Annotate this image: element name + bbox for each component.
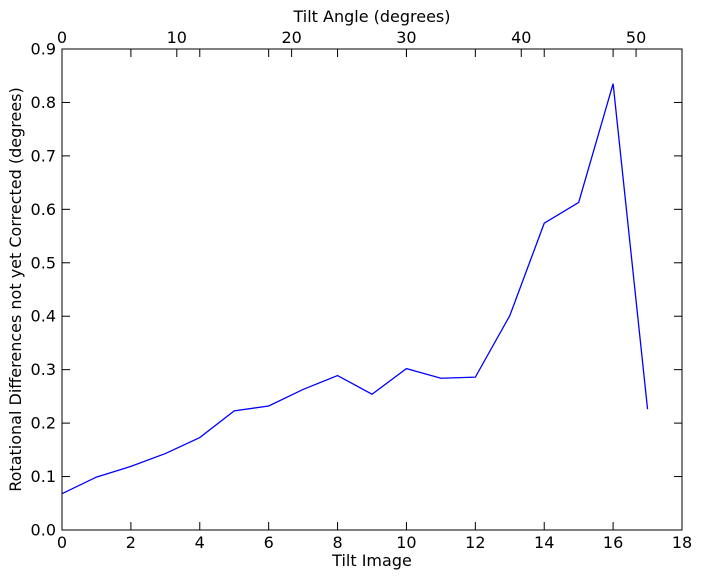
top-tick-label: 20 — [281, 28, 301, 47]
x-tick-label: 16 — [603, 533, 623, 552]
y-tick-label: 0.9 — [31, 40, 56, 59]
top-tick-label: 30 — [396, 28, 416, 47]
x-tick-label: 12 — [465, 533, 485, 552]
x-axis-title: Tilt Image — [331, 551, 412, 570]
top-tick-label: 10 — [167, 28, 187, 47]
series-line — [61, 83, 649, 495]
x-tick-label: 14 — [534, 533, 554, 552]
x-tick-label: 6 — [264, 533, 274, 552]
top-tick-label: 0 — [57, 28, 67, 47]
y-tick-label: 0.5 — [31, 253, 56, 272]
x-tick-label: 18 — [672, 533, 692, 552]
x-tick-label: 10 — [396, 533, 416, 552]
y-axis-title: Rotational Differences not yet Corrected… — [6, 87, 25, 492]
y-tick-label: 0.4 — [31, 307, 56, 326]
top-tick-label: 40 — [511, 28, 531, 47]
x-tick-label: 4 — [195, 533, 205, 552]
y-tick-label: 0.6 — [31, 200, 56, 219]
x-tick-label: 0 — [57, 533, 67, 552]
y-tick-label: 0.2 — [31, 414, 56, 433]
y-tick-label: 0.3 — [31, 360, 56, 379]
plot-frame — [61, 48, 683, 531]
tick-labels: 0 2 4 6 8 10 12 14 16 18 0.0 0.1 0.2 0.3 0.4 0.5 0.6 0.7 0… — [31, 28, 693, 552]
y-tick-label: 0.7 — [31, 146, 56, 165]
top-axis-title: Tilt Angle (degrees) — [292, 7, 450, 26]
top-tick-label: 50 — [626, 28, 646, 47]
x-tick-label: 2 — [126, 533, 136, 552]
y-tick-label: 0.0 — [31, 521, 56, 540]
y-tick-label: 0.8 — [31, 93, 56, 112]
x-tick-label: 8 — [332, 533, 342, 552]
y-tick-label: 0.1 — [31, 467, 56, 486]
